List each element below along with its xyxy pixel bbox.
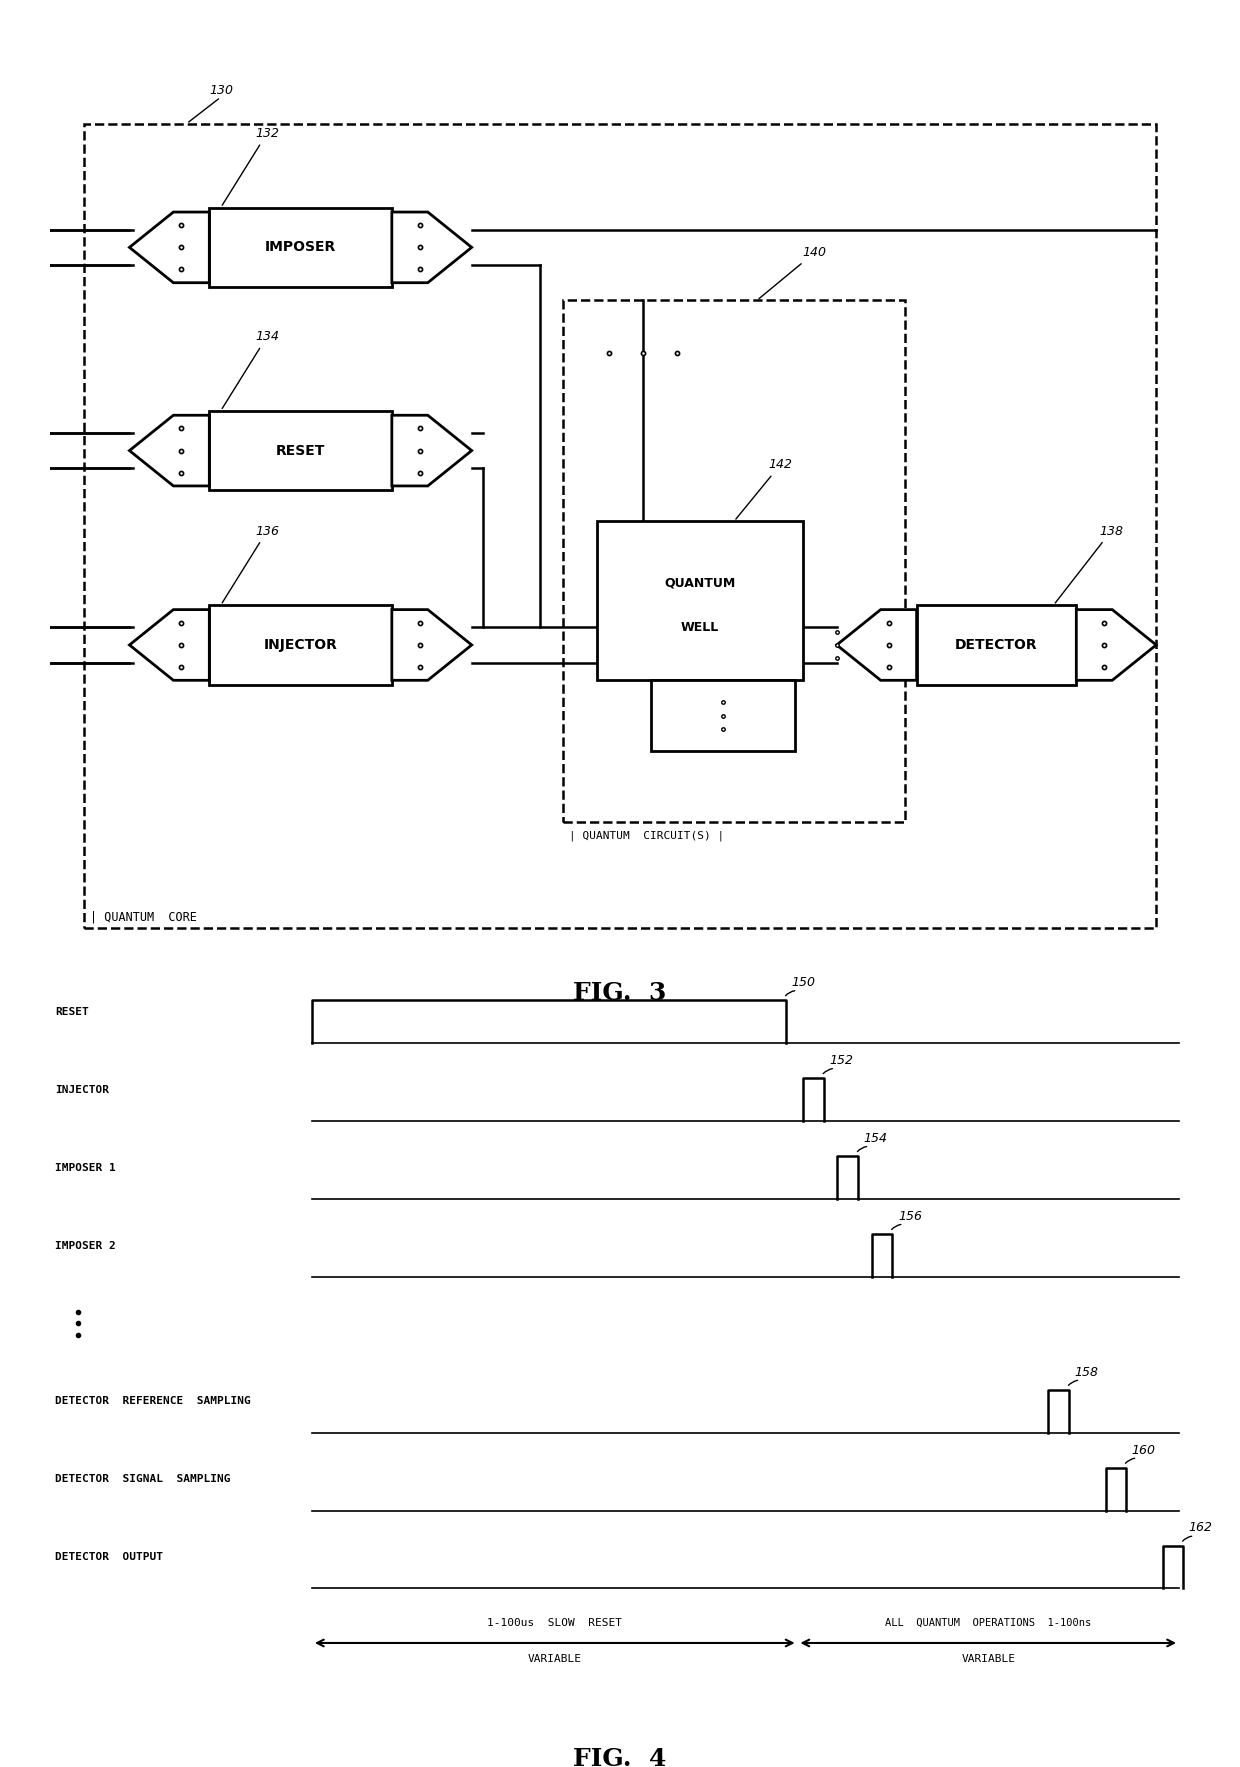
Bar — [210, 410, 392, 489]
Text: 130: 130 — [210, 85, 233, 97]
Bar — [916, 604, 1076, 684]
Polygon shape — [129, 212, 210, 283]
Text: 156: 156 — [898, 1210, 921, 1223]
Bar — [598, 521, 802, 680]
Text: DETECTOR: DETECTOR — [955, 638, 1038, 652]
Polygon shape — [392, 212, 471, 283]
Polygon shape — [129, 610, 210, 680]
Text: IMPOSER 2: IMPOSER 2 — [56, 1240, 117, 1251]
Text: ALL  QUANTUM  OPERATIONS  1-100ns: ALL QUANTUM OPERATIONS 1-100ns — [885, 1619, 1091, 1627]
Text: VARIABLE: VARIABLE — [528, 1654, 582, 1665]
Text: | QUANTUM  CIRCUIT(S) |: | QUANTUM CIRCUIT(S) | — [569, 830, 724, 841]
Text: IMPOSER 1: IMPOSER 1 — [56, 1163, 117, 1173]
Text: 162: 162 — [1189, 1521, 1213, 1534]
Text: 138: 138 — [1055, 525, 1123, 603]
Polygon shape — [837, 610, 916, 680]
Text: 142: 142 — [735, 458, 792, 519]
Text: WELL: WELL — [681, 620, 719, 634]
Text: 140: 140 — [759, 246, 827, 299]
Bar — [651, 680, 795, 751]
Text: INJECTOR: INJECTOR — [56, 1085, 109, 1096]
Text: 154: 154 — [864, 1133, 888, 1145]
Polygon shape — [392, 610, 471, 680]
Text: 152: 152 — [830, 1053, 853, 1067]
Text: DETECTOR  REFERENCE  SAMPLING: DETECTOR REFERENCE SAMPLING — [56, 1396, 250, 1407]
Text: DETECTOR  OUTPUT: DETECTOR OUTPUT — [56, 1551, 164, 1562]
Text: IMPOSER: IMPOSER — [265, 240, 336, 254]
Text: RESET: RESET — [56, 1007, 89, 1016]
Bar — [563, 300, 905, 822]
Polygon shape — [392, 415, 471, 486]
Polygon shape — [1076, 610, 1156, 680]
Text: 136: 136 — [222, 525, 279, 603]
Text: 1-100us  SLOW  RESET: 1-100us SLOW RESET — [487, 1619, 622, 1627]
Text: VARIABLE: VARIABLE — [961, 1654, 1016, 1665]
Text: INJECTOR: INJECTOR — [264, 638, 337, 652]
Text: 150: 150 — [792, 975, 816, 990]
Text: | QUANTUM  CORE: | QUANTUM CORE — [89, 910, 196, 922]
Text: RESET: RESET — [275, 444, 325, 458]
Text: FIG.  3: FIG. 3 — [573, 981, 667, 1005]
Text: 134: 134 — [222, 330, 279, 408]
Bar — [210, 207, 392, 286]
Text: 158: 158 — [1075, 1366, 1099, 1378]
Text: 132: 132 — [222, 127, 279, 205]
Text: QUANTUM: QUANTUM — [665, 576, 735, 590]
Text: FIG.  4: FIG. 4 — [573, 1746, 667, 1767]
Text: 160: 160 — [1132, 1444, 1156, 1456]
Polygon shape — [129, 415, 210, 486]
Bar — [210, 604, 392, 684]
Text: DETECTOR  SIGNAL  SAMPLING: DETECTOR SIGNAL SAMPLING — [56, 1474, 231, 1484]
